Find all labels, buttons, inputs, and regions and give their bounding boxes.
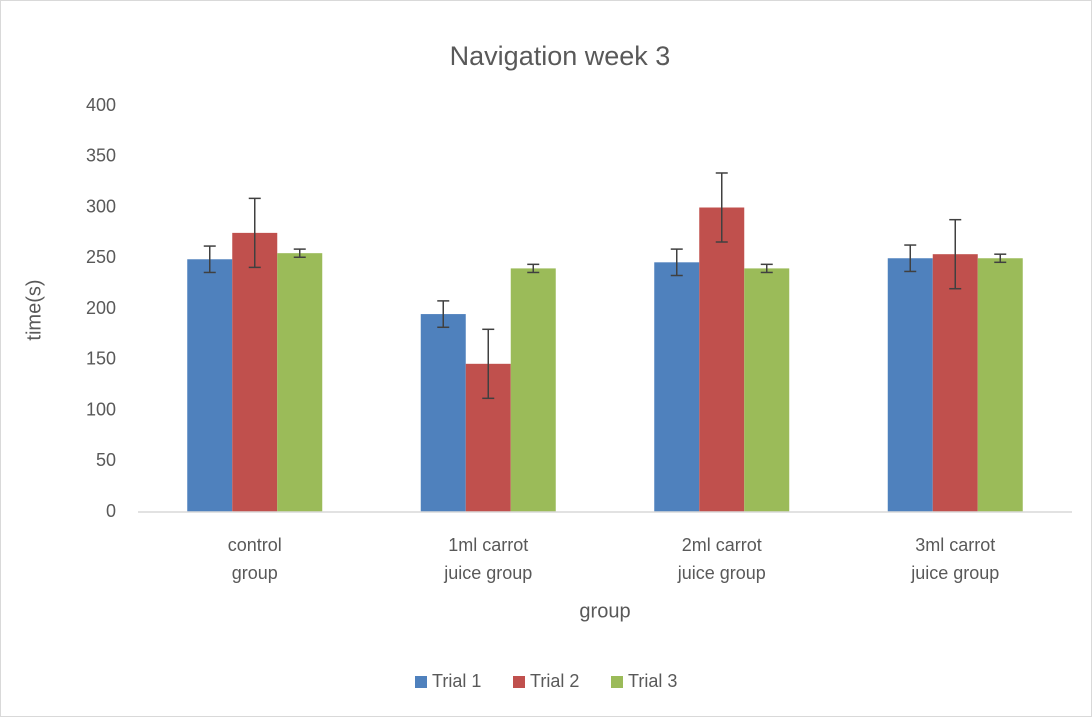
y-tick-label: 50	[96, 450, 116, 470]
bar	[932, 254, 978, 512]
y-tick-label: 150	[86, 349, 116, 369]
x-tick-label: 3ml carrot	[915, 535, 995, 555]
y-tick-label: 300	[86, 196, 116, 216]
y-tick-label: 350	[86, 146, 116, 166]
legend-label: Trial 1	[432, 671, 481, 691]
x-tick-label: group	[232, 563, 278, 583]
legend-swatch	[611, 676, 623, 688]
x-tick-label: 2ml carrot	[682, 535, 762, 555]
legend-swatch	[415, 676, 427, 688]
bar	[887, 258, 933, 512]
y-axis-label: time(s)	[23, 279, 45, 340]
legend-swatch	[513, 676, 525, 688]
bar	[654, 262, 700, 512]
bar	[510, 268, 556, 512]
chart-title: Navigation week 3	[450, 41, 671, 71]
bar	[420, 314, 466, 512]
bar	[744, 268, 790, 512]
y-tick-label: 100	[86, 399, 116, 419]
y-tick-label: 200	[86, 298, 116, 318]
y-tick-label: 250	[86, 247, 116, 267]
bar	[277, 253, 323, 513]
y-tick-label: 400	[86, 95, 116, 115]
bar	[699, 207, 745, 512]
bar	[232, 232, 278, 512]
x-tick-label: juice group	[910, 563, 999, 583]
y-tick-label: 0	[106, 501, 116, 521]
bar	[187, 259, 233, 512]
x-axis-label: group	[579, 600, 630, 622]
legend-label: Trial 3	[628, 671, 677, 691]
x-tick-label: juice group	[677, 563, 766, 583]
legend-label: Trial 2	[530, 671, 579, 691]
bar	[977, 258, 1023, 512]
x-tick-label: control	[228, 535, 282, 555]
x-tick-label: juice group	[443, 563, 532, 583]
x-tick-label: 1ml carrot	[448, 535, 528, 555]
